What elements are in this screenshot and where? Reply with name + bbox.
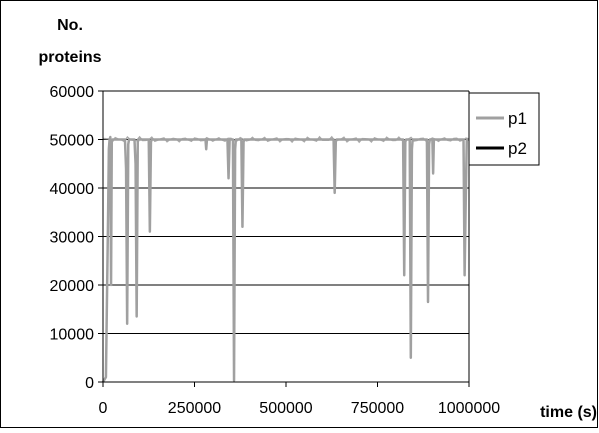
- y-tick-label: 0: [85, 375, 94, 392]
- x-tick-label: 750000: [351, 400, 404, 417]
- legend-box: [468, 92, 540, 166]
- x-tick-label: 1000000: [438, 400, 500, 417]
- y-tick-label: 60000: [50, 84, 95, 101]
- y-tick-label: 10000: [50, 327, 95, 344]
- series-layer: [101, 135, 470, 383]
- x-axis-label: time (s): [540, 404, 597, 421]
- y-axis-label-line1: No.: [57, 17, 83, 34]
- y-tick-label: 50000: [50, 133, 95, 150]
- x-tick-label: 250000: [168, 400, 221, 417]
- legend-label-p2: p2: [508, 139, 527, 158]
- y-tick-label: 30000: [50, 230, 95, 247]
- legend: p1 p2: [468, 92, 540, 166]
- x-tick-label: 500000: [259, 400, 312, 417]
- x-tick-label: 0: [99, 400, 108, 417]
- series-noise-p1: [102, 135, 470, 144]
- y-tick-label: 40000: [50, 181, 95, 198]
- grid-layer: [103, 90, 469, 382]
- y-axis-label-line2: proteins: [38, 49, 101, 66]
- legend-label-p1: p1: [508, 109, 527, 128]
- axis-layer: 0 10000 20000 30000 40000 50000 60000 0 250000 50…: [50, 84, 501, 417]
- y-tick-label: 20000: [50, 278, 95, 295]
- series-line-p1: [101, 135, 469, 383]
